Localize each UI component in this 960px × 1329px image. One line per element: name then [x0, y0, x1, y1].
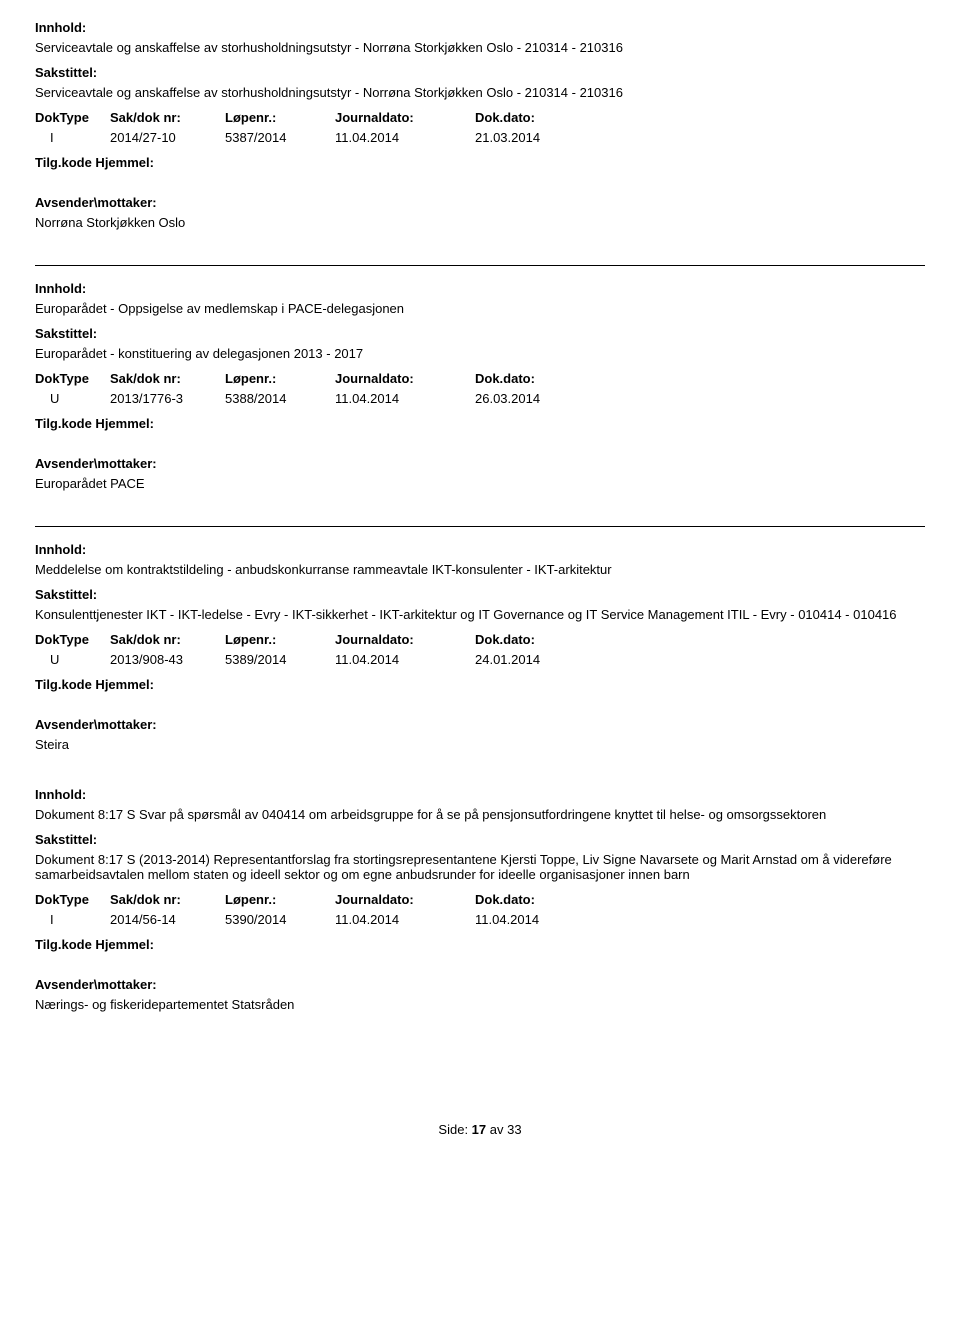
entry-separator — [35, 265, 925, 266]
value-lopenr: 5388/2014 — [225, 391, 335, 406]
value-journaldato: 11.04.2014 — [335, 912, 475, 927]
innhold-label: Innhold: — [35, 20, 925, 35]
avsender-label: Avsender\mottaker: — [35, 456, 925, 471]
value-sakdok: 2014/56-14 — [110, 912, 225, 927]
avsender-text: Nærings- og fiskeridepartementet Statsrå… — [35, 997, 925, 1012]
columns-row: U2013/908-435389/201411.04.201424.01.201… — [35, 652, 925, 667]
value-lopenr: 5389/2014 — [225, 652, 335, 667]
innhold-text: Meddelelse om kontraktstildeling - anbud… — [35, 562, 925, 577]
header-sakdok: Sak/dok nr: — [110, 892, 225, 907]
header-dokdato: Dok.dato: — [475, 892, 625, 907]
header-journaldato: Journaldato: — [335, 892, 475, 907]
tilgkode-hjemmel-label: Tilg.kode Hjemmel: — [35, 937, 925, 952]
footer-label: Side: — [438, 1122, 471, 1137]
footer-total: 33 — [507, 1122, 521, 1137]
value-sakdok: 2013/908-43 — [110, 652, 225, 667]
journal-entry: Innhold: Serviceavtale og anskaffelse av … — [35, 20, 925, 230]
sakstittel-label: Sakstittel: — [35, 832, 925, 847]
avsender-label: Avsender\mottaker: — [35, 977, 925, 992]
value-doktype: I — [35, 130, 110, 145]
page-footer: Side: 17 av 33 — [35, 1122, 925, 1137]
header-journaldato: Journaldato: — [335, 632, 475, 647]
journal-entry: Innhold: Meddelelse om kontraktstildeling… — [35, 542, 925, 752]
value-sakdok: 2013/1776-3 — [110, 391, 225, 406]
columns-header: DokTypeSak/dok nr:Løpenr.:Journaldato:Do… — [35, 110, 925, 125]
innhold-text: Europarådet - Oppsigelse av medlemskap i… — [35, 301, 925, 316]
header-sakdok: Sak/dok nr: — [110, 110, 225, 125]
header-journaldato: Journaldato: — [335, 371, 475, 386]
innhold-label: Innhold: — [35, 787, 925, 802]
header-doktype: DokType — [35, 632, 110, 647]
header-doktype: DokType — [35, 371, 110, 386]
value-dokdato: 24.01.2014 — [475, 652, 625, 667]
header-dokdato: Dok.dato: — [475, 371, 625, 386]
value-journaldato: 11.04.2014 — [335, 652, 475, 667]
journal-entry: Innhold: Europarådet - Oppsigelse av medl… — [35, 281, 925, 491]
header-lopenr: Løpenr.: — [225, 892, 335, 907]
avsender-text: Steira — [35, 737, 925, 752]
sakstittel-text: Dokument 8:17 S (2013-2014) Representant… — [35, 852, 925, 882]
journal-entry: Innhold: Dokument 8:17 S Svar på spørsmål… — [35, 787, 925, 1012]
footer-page-number: 17 — [472, 1122, 486, 1137]
header-journaldato: Journaldato: — [335, 110, 475, 125]
columns-header: DokTypeSak/dok nr:Løpenr.:Journaldato:Do… — [35, 632, 925, 647]
avsender-label: Avsender\mottaker: — [35, 195, 925, 210]
tilgkode-hjemmel-label: Tilg.kode Hjemmel: — [35, 416, 925, 431]
header-lopenr: Løpenr.: — [225, 110, 335, 125]
tilgkode-hjemmel-label: Tilg.kode Hjemmel: — [35, 155, 925, 170]
footer-of: av — [490, 1122, 507, 1137]
header-doktype: DokType — [35, 110, 110, 125]
avsender-text: Norrøna Storkjøkken Oslo — [35, 215, 925, 230]
value-doktype: U — [35, 391, 110, 406]
value-lopenr: 5387/2014 — [225, 130, 335, 145]
value-journaldato: 11.04.2014 — [335, 391, 475, 406]
innhold-text: Dokument 8:17 S Svar på spørsmål av 0404… — [35, 807, 925, 822]
value-sakdok: 2014/27-10 — [110, 130, 225, 145]
sakstittel-text: Serviceavtale og anskaffelse av storhush… — [35, 85, 925, 100]
value-doktype: U — [35, 652, 110, 667]
value-dokdato: 21.03.2014 — [475, 130, 625, 145]
entry-separator — [35, 526, 925, 527]
avsender-text: Europarådet PACE — [35, 476, 925, 491]
header-sakdok: Sak/dok nr: — [110, 632, 225, 647]
innhold-label: Innhold: — [35, 542, 925, 557]
columns-row: U2013/1776-35388/201411.04.201426.03.201… — [35, 391, 925, 406]
sakstittel-text: Europarådet - konstituering av delegasjo… — [35, 346, 925, 361]
header-lopenr: Løpenr.: — [225, 371, 335, 386]
innhold-label: Innhold: — [35, 281, 925, 296]
sakstittel-label: Sakstittel: — [35, 65, 925, 80]
header-dokdato: Dok.dato: — [475, 110, 625, 125]
value-dokdato: 26.03.2014 — [475, 391, 625, 406]
header-sakdok: Sak/dok nr: — [110, 371, 225, 386]
columns-row: I2014/56-145390/201411.04.201411.04.2014 — [35, 912, 925, 927]
value-journaldato: 11.04.2014 — [335, 130, 475, 145]
header-doktype: DokType — [35, 892, 110, 907]
sakstittel-text: Konsulenttjenester IKT - IKT-ledelse - E… — [35, 607, 925, 622]
avsender-label: Avsender\mottaker: — [35, 717, 925, 732]
value-doktype: I — [35, 912, 110, 927]
columns-row: I2014/27-105387/201411.04.201421.03.2014 — [35, 130, 925, 145]
sakstittel-label: Sakstittel: — [35, 326, 925, 341]
columns-header: DokTypeSak/dok nr:Løpenr.:Journaldato:Do… — [35, 371, 925, 386]
value-dokdato: 11.04.2014 — [475, 912, 625, 927]
header-dokdato: Dok.dato: — [475, 632, 625, 647]
header-lopenr: Løpenr.: — [225, 632, 335, 647]
sakstittel-label: Sakstittel: — [35, 587, 925, 602]
value-lopenr: 5390/2014 — [225, 912, 335, 927]
innhold-text: Serviceavtale og anskaffelse av storhush… — [35, 40, 925, 55]
columns-header: DokTypeSak/dok nr:Løpenr.:Journaldato:Do… — [35, 892, 925, 907]
tilgkode-hjemmel-label: Tilg.kode Hjemmel: — [35, 677, 925, 692]
